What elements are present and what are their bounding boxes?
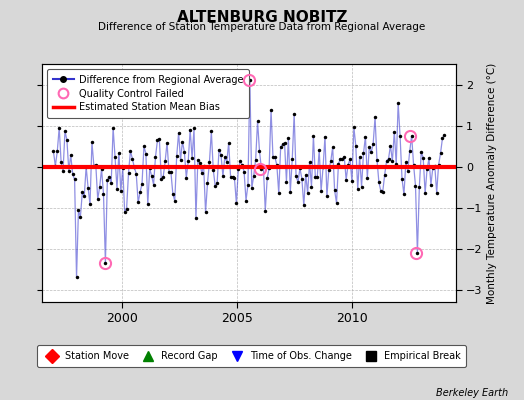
Text: Difference of Station Temperature Data from Regional Average: Difference of Station Temperature Data f… (99, 22, 425, 32)
Legend: Difference from Regional Average, Quality Control Failed, Estimated Station Mean: Difference from Regional Average, Qualit… (47, 69, 249, 118)
Text: Berkeley Earth: Berkeley Earth (436, 388, 508, 398)
Legend: Station Move, Record Gap, Time of Obs. Change, Empirical Break: Station Move, Record Gap, Time of Obs. C… (37, 345, 466, 367)
Text: ALTENBURG NOBITZ: ALTENBURG NOBITZ (177, 10, 347, 25)
Y-axis label: Monthly Temperature Anomaly Difference (°C): Monthly Temperature Anomaly Difference (… (487, 62, 497, 304)
